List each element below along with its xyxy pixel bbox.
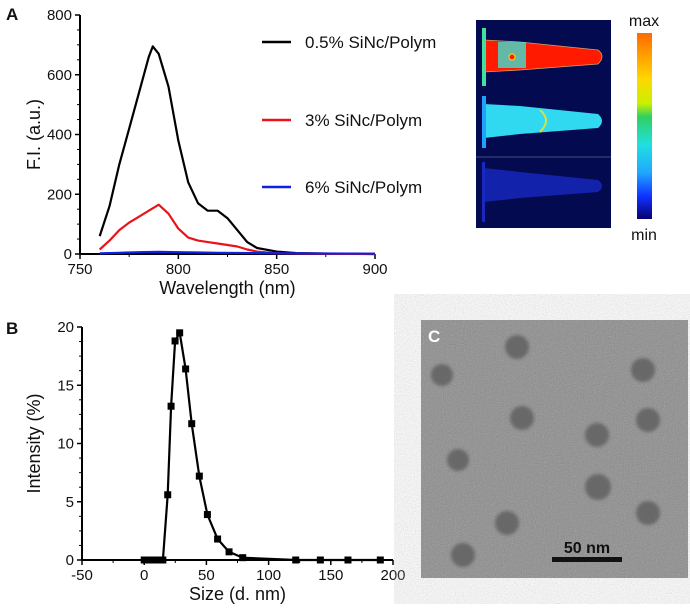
y-axis-label: F.I. (a.u.): [24, 99, 44, 170]
data-point: [140, 556, 148, 564]
y-tick-label: 0: [66, 552, 74, 569]
y-tick-label: 600: [47, 67, 72, 84]
data-point: [176, 329, 184, 337]
series-line: [144, 329, 381, 562]
data-point: [239, 554, 247, 562]
nanoparticle: [431, 364, 453, 386]
x-tick-label: 900: [362, 261, 387, 278]
y-tick-label: 15: [57, 377, 74, 394]
tube-6-percent: [482, 162, 602, 222]
nanoparticle: [636, 501, 660, 525]
series-line-0: [98, 45, 376, 256]
data-point: [344, 556, 352, 564]
nanoparticle: [585, 423, 609, 447]
x-tick-label: 800: [166, 261, 191, 278]
colorbar: [637, 33, 652, 219]
data-point: [188, 420, 196, 428]
nanoparticle: [451, 543, 475, 567]
data-point: [171, 337, 179, 345]
tube-0-5-percent: [482, 28, 603, 86]
y-tick-label: 20: [57, 319, 74, 336]
x-tick-label: 150: [318, 567, 343, 584]
data-point: [214, 535, 222, 543]
data-point: [292, 556, 300, 564]
y-tick-label: 200: [47, 186, 72, 203]
legend-label: 6% SiNc/Polym: [305, 178, 422, 197]
x-tick-label: 100: [256, 567, 281, 584]
x-tick-label: 750: [67, 261, 92, 278]
scale-bar-label: 50 nm: [564, 540, 610, 557]
data-point: [203, 511, 211, 519]
nanoparticle: [510, 406, 534, 430]
nanoparticle: [505, 335, 529, 359]
panel-label-b: B: [6, 319, 18, 338]
y-tick-label: 400: [47, 127, 72, 144]
nanoparticle: [585, 474, 611, 500]
data-point: [164, 491, 172, 499]
y-tick-label: 5: [66, 494, 74, 511]
y-tick-label: 10: [57, 436, 74, 453]
panel-label-c: C: [428, 327, 440, 346]
data-point: [153, 556, 161, 564]
y-tick-label: 0: [64, 246, 72, 263]
y-tick-label: 800: [47, 7, 72, 24]
data-point: [376, 556, 384, 564]
y-axis-label: Intensity (%): [24, 393, 44, 493]
scale-bar: [552, 557, 622, 562]
legend-label: 3% SiNc/Polym: [305, 111, 422, 130]
data-point: [146, 556, 154, 564]
data-point: [225, 548, 233, 556]
data-point: [195, 472, 203, 480]
series-line-2: [99, 250, 376, 255]
series-line-1: [98, 203, 376, 256]
x-tick-label: 50: [198, 567, 215, 584]
tube-3-percent: [482, 96, 602, 148]
colorbar-max-label: max: [629, 13, 659, 30]
nanoparticle: [636, 408, 660, 432]
colorbar-min-label: min: [631, 227, 657, 244]
x-tick-label: 0: [140, 567, 148, 584]
x-tick-label: 850: [264, 261, 289, 278]
nanoparticle: [495, 511, 519, 535]
data-point: [159, 556, 167, 564]
nanoparticle: [447, 449, 469, 471]
x-tick-label: -50: [71, 567, 93, 584]
data-point: [167, 402, 175, 410]
x-tick-label: 200: [380, 567, 405, 584]
x-axis-label: Wavelength (nm): [159, 278, 295, 298]
legend-label: 0.5% SiNc/Polym: [305, 33, 436, 52]
data-point: [182, 365, 190, 373]
fluorescence-tube-image: [476, 20, 611, 228]
x-axis-label: Size (d. nm): [189, 584, 286, 604]
nanoparticle: [631, 358, 655, 382]
tem-image: C 50 nm: [421, 320, 688, 578]
panel-label-a: A: [6, 5, 18, 24]
data-point: [316, 556, 324, 564]
